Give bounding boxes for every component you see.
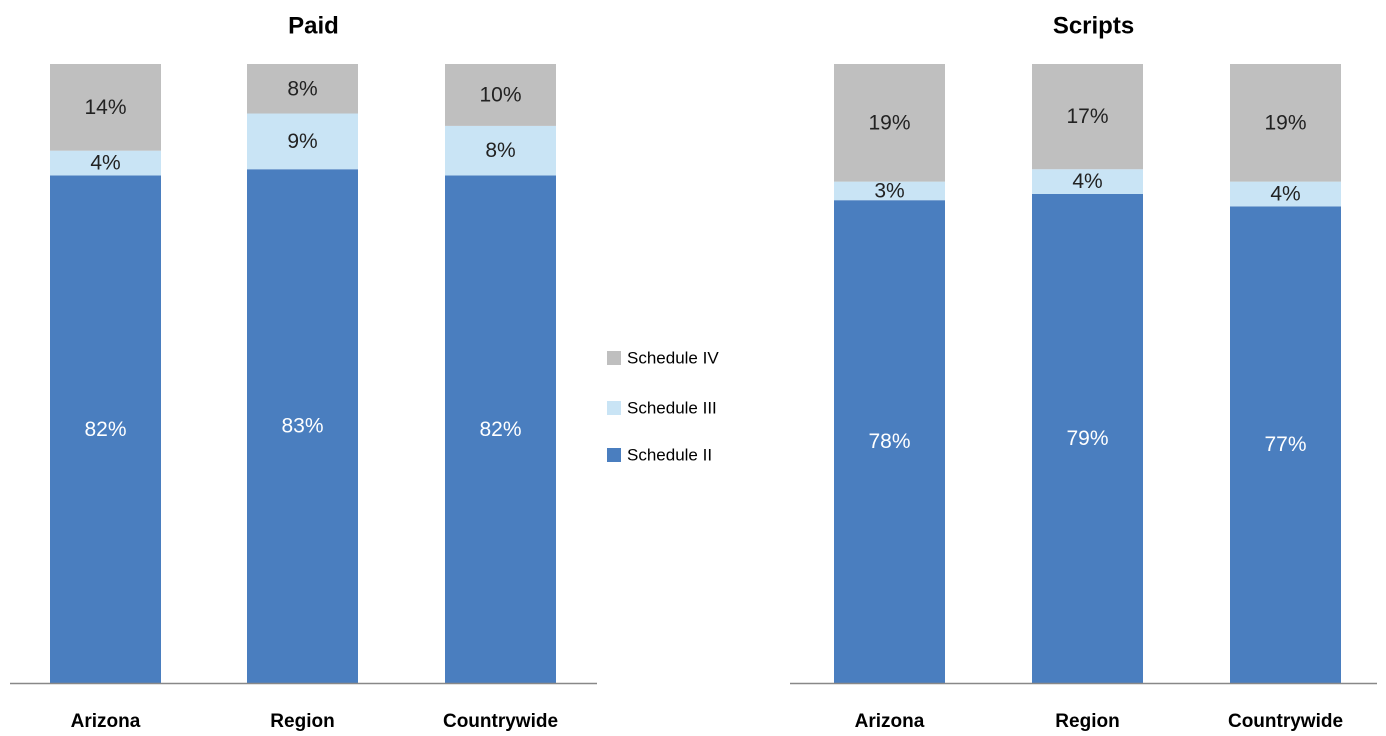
bar-segment [50,150,161,176]
data-label: 17% [1066,105,1108,128]
bar-segment [834,64,945,182]
data-label: 19% [1264,111,1306,134]
legend-swatch [607,401,621,415]
data-label: 78% [868,430,910,453]
legend-swatch [607,448,621,462]
chart-title: Paid [288,12,339,39]
data-label: 10% [479,83,521,106]
bar-segment [1230,64,1341,182]
legend-label: Schedule III [627,398,717,417]
bar-segment [247,64,358,114]
bar-segment [50,64,161,151]
data-label: 8% [485,139,515,162]
bar-segment [50,175,161,684]
x-tick-label: Arizona [71,711,141,732]
legend-label: Schedule IV [627,348,719,367]
bar-segment [445,64,556,126]
bar-segment [834,200,945,683]
legend-swatch [607,351,621,365]
bar-segment [1230,206,1341,683]
x-tick-label: Arizona [855,711,925,732]
x-tick-label: Countrywide [1228,711,1343,732]
data-label: 4% [1072,170,1102,193]
bar-segment [247,113,358,170]
x-tick-label: Region [1055,711,1119,732]
bar-segment [1032,169,1143,194]
data-label: 4% [90,152,120,175]
data-label: 83% [281,415,323,438]
data-label: 9% [287,130,317,153]
data-label: 3% [874,179,904,202]
legend-label: Schedule II [627,445,712,464]
bar-segment [1032,64,1143,170]
data-label: 79% [1066,427,1108,450]
bar-segment [834,181,945,201]
data-label: 82% [479,418,521,441]
x-tick-label: Countrywide [443,711,558,732]
data-label: 4% [1270,183,1300,206]
bar-segment [445,175,556,684]
bar-segment [1032,193,1143,684]
data-label: 77% [1264,433,1306,456]
data-label: 82% [84,418,126,441]
bar-segment [445,125,556,176]
data-label: 8% [287,77,317,100]
chart-title: Scripts [1053,12,1134,39]
data-label: 14% [84,96,126,119]
bar-segment [1230,181,1341,207]
bar-segment [247,169,358,684]
x-tick-label: Region [270,711,334,732]
data-label: 19% [868,111,910,134]
